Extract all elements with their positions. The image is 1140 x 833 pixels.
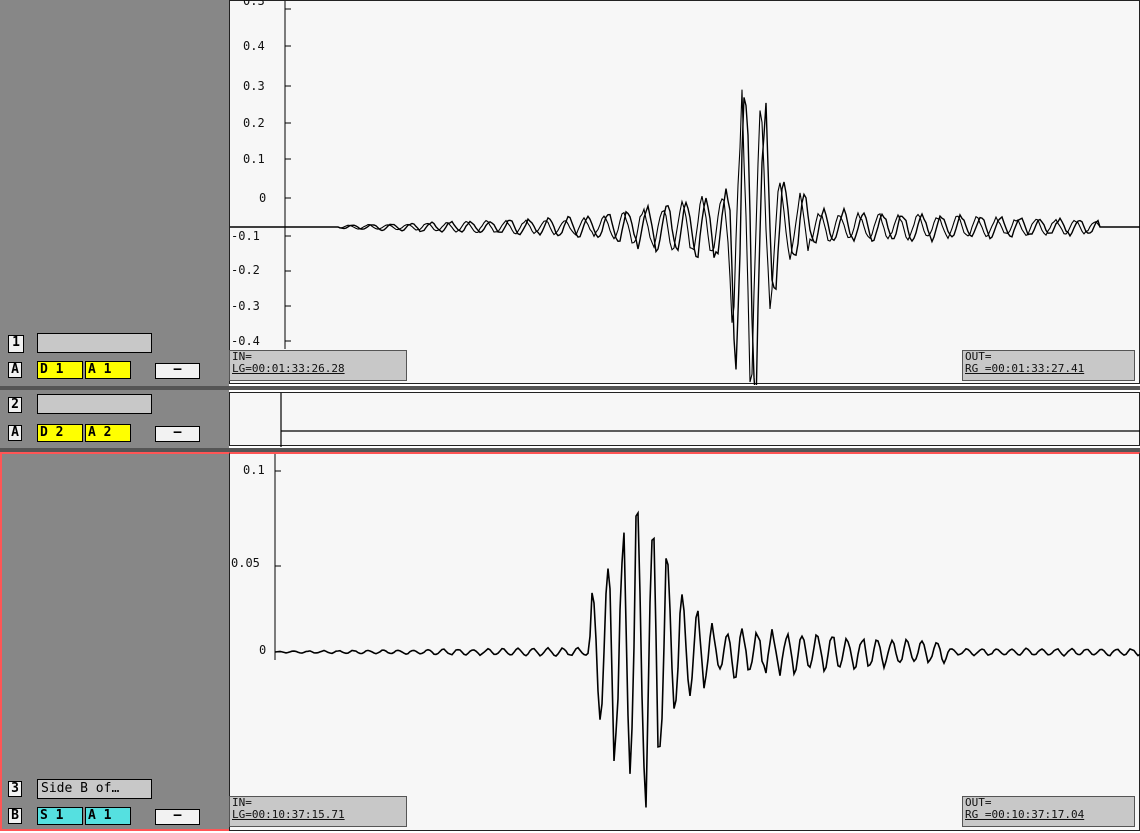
- track-2-minimize-button[interactable]: –: [155, 426, 200, 442]
- track-3-minimize-button[interactable]: –: [155, 809, 200, 825]
- track-1-y-tick: -0.2: [231, 263, 260, 277]
- track-3-panel: [0, 452, 229, 831]
- track-3-chip-a1[interactable]: A 1: [85, 807, 131, 825]
- track-1-y-tick: -0.3: [231, 299, 260, 313]
- track-3-waveform-plot[interactable]: [229, 452, 1140, 831]
- track-2-chip-a2[interactable]: A 2: [85, 424, 131, 442]
- track-3-channel-letter[interactable]: B: [8, 808, 22, 824]
- track-1-y-tick: 0: [259, 191, 267, 205]
- track-1-channel-letter[interactable]: A: [8, 362, 22, 378]
- track-3-y-tick: 0: [259, 643, 267, 657]
- track-2-waveform: [280, 393, 1140, 447]
- track-1-name-field[interactable]: [37, 333, 152, 353]
- track-2-number[interactable]: 2: [8, 397, 22, 413]
- track-1-y-tick: -0.1: [231, 229, 260, 243]
- track-3-y-tick: 0.05: [231, 556, 260, 570]
- track-3-number[interactable]: 3: [8, 781, 22, 797]
- track-2-waveform-plot[interactable]: [229, 392, 1140, 447]
- track-3-out-timecode[interactable]: OUT= RG =00:10:37:17.04: [962, 796, 1135, 827]
- track-3-y-tick: 0.1: [243, 463, 265, 477]
- track-1-y-tick: 0.2: [243, 116, 265, 130]
- track-3-waveform: [274, 454, 1140, 808]
- track-2-name-field[interactable]: [37, 394, 152, 414]
- track-separator[interactable]: [0, 386, 1140, 390]
- track-2-channel-letter[interactable]: A: [8, 425, 22, 441]
- track-1-trace-b: [230, 89, 1140, 383]
- track-1-chip-d1[interactable]: D 1: [37, 361, 83, 379]
- track-1-y-tick: 0.3: [243, 79, 265, 93]
- track-3-name-field[interactable]: Side B of…: [37, 779, 152, 799]
- track-1-waveform: [230, 1, 1140, 385]
- track-1-number[interactable]: 1: [8, 335, 24, 353]
- track-1-trace-a: [230, 97, 1140, 385]
- track-1-panel: [0, 0, 229, 386]
- track-1-in-timecode[interactable]: IN= LG=00:01:33:26.28: [229, 350, 407, 381]
- track-separator[interactable]: [0, 448, 1140, 452]
- track-2-chip-d2[interactable]: D 2: [37, 424, 83, 442]
- track-1-minimize-button[interactable]: –: [155, 363, 200, 379]
- track-1-y-tick: 0.1: [243, 152, 265, 166]
- track-3-chip-s1[interactable]: S 1: [37, 807, 83, 825]
- track-3-trace: [274, 510, 1140, 808]
- track-1-waveform-plot[interactable]: [229, 0, 1140, 385]
- track-1-y-tick-top: 0.3: [243, 0, 265, 8]
- track-1-chip-a1[interactable]: A 1: [85, 361, 131, 379]
- track-1-y-tick-bottom: -0.4: [231, 334, 260, 348]
- track-1-out-timecode[interactable]: OUT= RG =00:01:33:27.41: [962, 350, 1135, 381]
- track-3-in-timecode[interactable]: IN= LG=00:10:37:15.71: [229, 796, 407, 827]
- track-1-y-tick: 0.4: [243, 39, 265, 53]
